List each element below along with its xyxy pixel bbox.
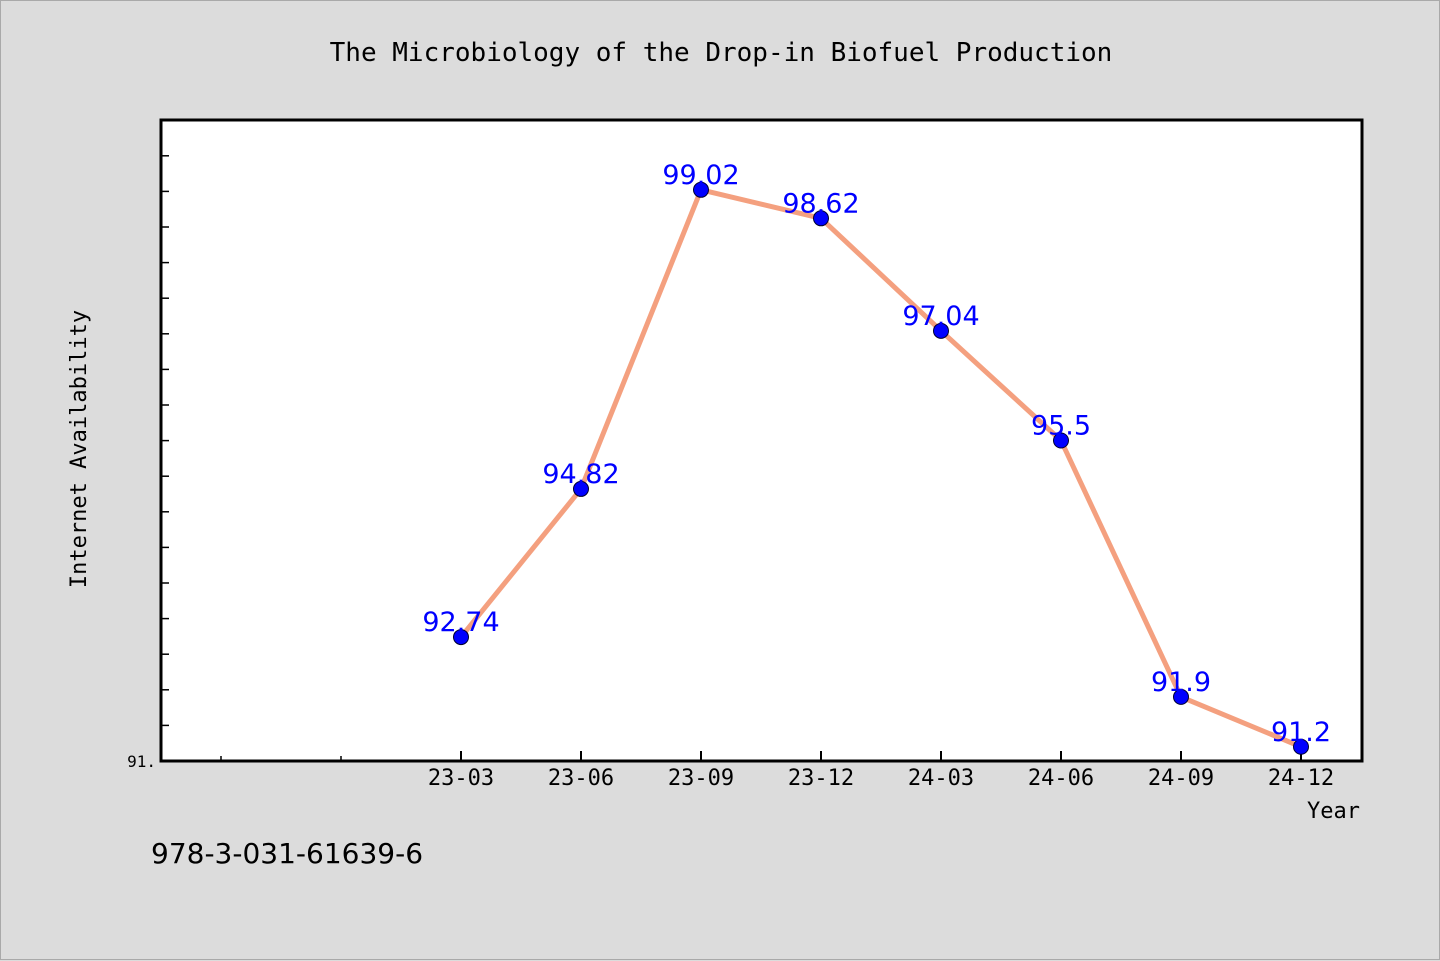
data-label: 99.02 — [662, 160, 739, 191]
x-tick-labels: 23-03 23-06 23-09 23-12 24-03 24-06 24-09 24-12 — [428, 766, 1334, 791]
x-tick-label: 23-09 — [668, 766, 734, 791]
x-tick-label: 23-12 — [788, 766, 854, 791]
x-tick-label: 23-03 — [428, 766, 494, 791]
data-point — [453, 629, 469, 646]
data-label: 91.2 — [1271, 717, 1331, 748]
series-markers — [453, 181, 1309, 755]
x-axis-label: Year — [1307, 799, 1360, 824]
x-tick-label: 24-09 — [1148, 766, 1214, 791]
data-point — [1293, 738, 1309, 755]
data-label: 91.9 — [1151, 667, 1211, 698]
data-point — [573, 480, 589, 497]
data-label: 97.04 — [902, 301, 979, 332]
x-tick-label: 23-06 — [548, 766, 614, 791]
data-label: 95.5 — [1031, 411, 1091, 442]
data-label: 94.82 — [542, 459, 619, 490]
data-labels: 92.74 94.82 99.02 98.62 97.04 95.5 91.9 91.2 — [422, 160, 1331, 748]
y-axis-ticks — [161, 119, 169, 727]
y-axis-label: Internet Availability — [67, 310, 92, 588]
isbn-footer: 978-3-031-61639-6 — [151, 837, 423, 870]
data-point — [1173, 688, 1189, 705]
x-tick-label: 24-12 — [1268, 766, 1334, 791]
x-tick-label: 24-03 — [908, 766, 974, 791]
data-label: 92.74 — [422, 607, 499, 638]
data-label: 98.62 — [782, 188, 859, 219]
chart-title: The Microbiology of the Drop-in Biofuel … — [330, 38, 1113, 68]
x-tick-label: 24-06 — [1028, 766, 1094, 791]
y-tick-label: 91. — [127, 752, 156, 771]
series-line — [458, 187, 1304, 750]
data-point — [813, 210, 829, 227]
plot-area — [159, 118, 1364, 763]
data-point — [933, 322, 949, 339]
data-point — [693, 181, 709, 198]
data-point — [1053, 432, 1069, 449]
x-axis-ticks — [460, 751, 1302, 761]
x-axis-minor-ticks — [220, 756, 342, 761]
